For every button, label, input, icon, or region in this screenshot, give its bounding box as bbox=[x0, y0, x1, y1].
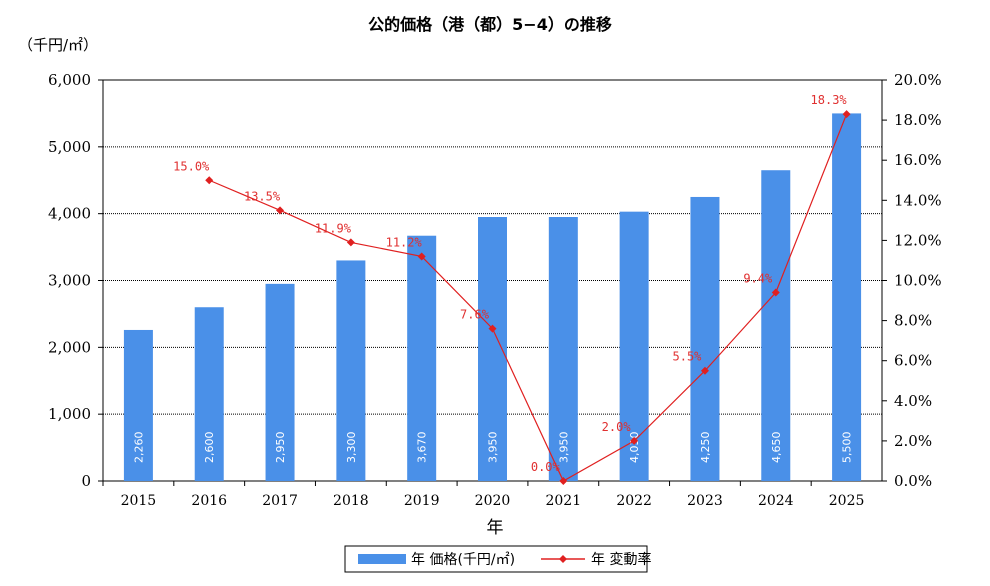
bar-value-label: 5,500 bbox=[841, 432, 854, 464]
line-point-marker bbox=[346, 238, 355, 247]
x-tick-label: 2015 bbox=[121, 493, 157, 509]
line-point-label: 2.0% bbox=[602, 420, 632, 434]
legend-swatch-marker bbox=[559, 555, 567, 563]
bar bbox=[690, 196, 720, 482]
x-tick-label: 2022 bbox=[616, 493, 652, 509]
y2-tick-label: 2.0% bbox=[894, 432, 932, 450]
y2-tick-label: 0.0% bbox=[894, 472, 932, 490]
bar-value-label: 4,650 bbox=[770, 432, 783, 464]
line-point-marker bbox=[417, 252, 426, 261]
y-tick-label: 4,000 bbox=[48, 205, 91, 223]
y2-tick-label: 20.0% bbox=[894, 71, 942, 89]
x-axis-title: 年 bbox=[487, 518, 504, 538]
y2-tick-label: 8.0% bbox=[894, 312, 932, 330]
legend: 年 価格(千円/㎡) 年 変動率 bbox=[344, 545, 651, 573]
bar bbox=[194, 307, 224, 481]
line-point-marker bbox=[205, 176, 214, 185]
y2-tick-label: 12.0% bbox=[894, 231, 942, 249]
bar-value-label: 3,300 bbox=[345, 432, 358, 464]
bar-value-label: 4,250 bbox=[699, 432, 712, 464]
x-tick-label: 2017 bbox=[262, 493, 298, 509]
y2-tick-label: 4.0% bbox=[894, 392, 932, 410]
y2-tick-label: 18.0% bbox=[894, 111, 942, 129]
line-path bbox=[208, 113, 848, 482]
y2-tick-label: 10.0% bbox=[894, 272, 942, 290]
line-point-label: 0.0% bbox=[531, 460, 561, 474]
line-point-label: 5.5% bbox=[673, 350, 703, 364]
bar-value-label: 3,950 bbox=[487, 432, 500, 464]
line-point-marker bbox=[276, 206, 285, 215]
line-point-marker bbox=[700, 366, 709, 375]
chart-title: 公的価格（港（都）5−4）の推移 bbox=[368, 15, 612, 34]
line-point-marker bbox=[488, 324, 497, 333]
y-tick-label: 0 bbox=[81, 472, 91, 490]
line-point-marker bbox=[771, 288, 780, 297]
y-tick-label: 6,000 bbox=[48, 71, 91, 89]
bar-value-label: 4,030 bbox=[628, 432, 641, 464]
y-tick-label: 3,000 bbox=[48, 272, 91, 290]
x-tick-label: 2024 bbox=[758, 493, 794, 509]
bar-value-label: 2,260 bbox=[132, 432, 145, 464]
line-point-label: 15.0% bbox=[173, 159, 210, 173]
legend-label-line: 年 変動率 bbox=[591, 551, 651, 568]
bar-series: 2,260 2,600 2,950 3,300 3,670 3,950 3,950 4,030… bbox=[123, 113, 862, 482]
line-point-label: 11.2% bbox=[386, 235, 423, 249]
bar-value-label: 3,950 bbox=[557, 432, 570, 464]
bar bbox=[761, 170, 791, 481]
line-point-marker bbox=[842, 110, 851, 119]
y-axis-unit-label: （千円/㎡） bbox=[18, 36, 98, 54]
line-point-label: 18.3% bbox=[811, 93, 848, 107]
x-tick-label: 2021 bbox=[545, 493, 581, 509]
x-tick-label: 2023 bbox=[687, 493, 723, 509]
bar-value-label: 3,670 bbox=[416, 432, 429, 464]
y-tick-label: 1,000 bbox=[48, 405, 91, 423]
y-tick-label: 5,000 bbox=[48, 138, 91, 156]
line-series: 15.0% 13.5% 11.9% 11.2% 7.6% 0.0% 2.0% 5.5% 9.4%… bbox=[173, 93, 851, 485]
bar-value-label: 2,950 bbox=[274, 432, 287, 464]
y-axis-right: 0.0% 2.0% 4.0% 6.0% 8.0% 10.0% 12.0% 14.0% 16.0%… bbox=[882, 71, 942, 490]
y2-tick-label: 16.0% bbox=[894, 151, 942, 169]
bar bbox=[123, 329, 153, 481]
y-axis-left: 0 1,000 2,000 3,000 4,000 5,000 6,000 bbox=[48, 71, 103, 490]
x-tick-label: 2016 bbox=[191, 493, 227, 509]
bar bbox=[336, 260, 366, 481]
x-tick-label: 2020 bbox=[475, 493, 511, 509]
line-point-label: 13.5% bbox=[244, 189, 281, 203]
line-point-label: 11.9% bbox=[315, 221, 352, 235]
legend-label-bar: 年 価格(千円/㎡) bbox=[411, 552, 515, 568]
y2-tick-label: 14.0% bbox=[894, 191, 942, 209]
legend-swatch-bar bbox=[358, 554, 406, 564]
bar bbox=[265, 283, 295, 481]
x-axis: 2015 2016 2017 2018 2019 2020 2021 2022 2023 2024… bbox=[102, 481, 865, 509]
x-tick-label: 2018 bbox=[333, 493, 369, 509]
bar bbox=[548, 217, 578, 481]
bar-value-label: 2,600 bbox=[203, 432, 216, 464]
x-tick-label: 2025 bbox=[829, 493, 865, 509]
bar bbox=[832, 113, 862, 482]
line-point-label: 7.6% bbox=[460, 308, 490, 322]
line-point-marker bbox=[559, 477, 568, 485]
bar bbox=[407, 235, 437, 481]
x-tick-label: 2019 bbox=[404, 493, 440, 509]
line-point-marker bbox=[630, 436, 639, 445]
y-tick-label: 2,000 bbox=[48, 338, 91, 356]
bar bbox=[619, 211, 649, 481]
line-point-label: 9.4% bbox=[743, 272, 773, 286]
y2-tick-label: 6.0% bbox=[894, 352, 932, 370]
